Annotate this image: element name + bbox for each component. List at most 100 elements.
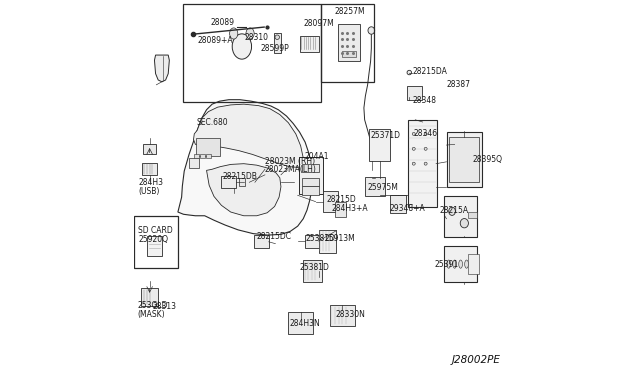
Bar — [319, 230, 337, 253]
Text: SEC.680: SEC.680 — [196, 118, 228, 127]
Text: 28215D: 28215D — [326, 195, 356, 203]
Ellipse shape — [424, 162, 427, 165]
Ellipse shape — [275, 35, 280, 39]
Bar — [365, 177, 385, 196]
Bar — [302, 186, 319, 195]
Text: 28346: 28346 — [413, 129, 437, 138]
Bar — [342, 51, 356, 57]
Text: 28023MA(LH): 28023MA(LH) — [265, 165, 317, 174]
Bar — [323, 192, 338, 212]
Text: 28097M: 28097M — [303, 19, 334, 28]
Text: 25371D: 25371D — [370, 131, 400, 140]
Bar — [184, 4, 321, 102]
Ellipse shape — [424, 147, 427, 150]
Text: 25920Q: 25920Q — [138, 235, 168, 244]
Bar — [196, 138, 221, 156]
Polygon shape — [178, 100, 312, 235]
Text: 253GLD: 253GLD — [138, 301, 168, 310]
Text: 28330N: 28330N — [336, 310, 366, 319]
Bar — [447, 132, 482, 187]
Text: 25381D: 25381D — [300, 263, 330, 272]
Bar — [300, 36, 319, 52]
Text: 28215DB: 28215DB — [223, 172, 257, 181]
Text: 28023M (RH): 28023M (RH) — [265, 157, 315, 166]
Bar — [303, 260, 322, 282]
Text: 28395Q: 28395Q — [472, 155, 502, 164]
Bar — [302, 164, 319, 172]
Bar — [302, 178, 319, 186]
Bar — [468, 254, 479, 275]
Bar — [141, 288, 158, 306]
Bar — [408, 120, 437, 207]
Bar — [305, 235, 320, 248]
Bar — [408, 86, 422, 100]
Text: 28313: 28313 — [152, 302, 177, 311]
Polygon shape — [207, 164, 281, 216]
Text: 204A1: 204A1 — [305, 152, 329, 161]
Text: 25391: 25391 — [435, 260, 459, 269]
Text: (MASK): (MASK) — [138, 310, 165, 319]
Bar — [468, 212, 477, 218]
Text: (USB): (USB) — [138, 187, 160, 196]
Polygon shape — [154, 55, 170, 82]
Text: 28089: 28089 — [211, 18, 234, 27]
Bar — [369, 129, 390, 161]
Bar — [321, 4, 374, 82]
Ellipse shape — [424, 132, 427, 135]
Bar — [221, 176, 236, 188]
Ellipse shape — [447, 260, 451, 268]
Ellipse shape — [232, 34, 252, 59]
Text: 28599P: 28599P — [260, 44, 289, 53]
Bar — [254, 235, 269, 248]
Ellipse shape — [246, 28, 254, 39]
Text: J28002PE: J28002PE — [452, 355, 500, 365]
Ellipse shape — [412, 147, 415, 150]
Ellipse shape — [453, 260, 456, 268]
Ellipse shape — [368, 27, 374, 34]
Bar — [142, 163, 157, 175]
Ellipse shape — [459, 260, 463, 268]
Text: SD CARD: SD CARD — [138, 226, 173, 235]
Text: 25913M: 25913M — [324, 234, 355, 243]
Bar — [299, 157, 323, 194]
Text: 28215DC: 28215DC — [257, 232, 292, 241]
Text: 28310: 28310 — [244, 33, 268, 42]
Bar — [206, 154, 211, 158]
Bar — [143, 144, 156, 154]
Text: 28215DA: 28215DA — [412, 67, 447, 76]
Bar — [335, 202, 346, 217]
Ellipse shape — [449, 207, 456, 215]
Ellipse shape — [465, 260, 468, 268]
Ellipse shape — [412, 162, 415, 165]
Text: 28215A: 28215A — [439, 206, 468, 215]
Bar — [288, 312, 314, 334]
Bar — [274, 32, 280, 53]
Bar — [239, 178, 245, 186]
Ellipse shape — [230, 28, 238, 39]
Bar — [195, 154, 199, 158]
Text: 28348: 28348 — [412, 96, 436, 105]
Text: 284H3: 284H3 — [138, 178, 163, 187]
Polygon shape — [193, 104, 303, 167]
Bar — [200, 154, 205, 158]
Text: 284H3N: 284H3N — [289, 319, 320, 328]
Bar — [189, 158, 200, 168]
Bar — [449, 137, 479, 182]
Text: 284H3+A: 284H3+A — [331, 204, 368, 213]
Text: 29348+A: 29348+A — [390, 204, 426, 213]
Bar — [330, 305, 355, 326]
Text: 28387: 28387 — [447, 80, 470, 89]
Bar — [147, 236, 161, 257]
Text: 28089+A: 28089+A — [197, 36, 233, 45]
Ellipse shape — [460, 218, 468, 228]
Bar — [338, 24, 360, 61]
Bar — [444, 246, 477, 282]
Bar — [444, 196, 477, 237]
Ellipse shape — [412, 132, 415, 135]
Bar — [134, 216, 178, 268]
Text: 28257M: 28257M — [335, 7, 365, 16]
Bar — [390, 195, 406, 213]
Text: 25975M: 25975M — [367, 183, 399, 192]
Text: 25381D: 25381D — [306, 234, 336, 243]
Ellipse shape — [407, 70, 412, 75]
